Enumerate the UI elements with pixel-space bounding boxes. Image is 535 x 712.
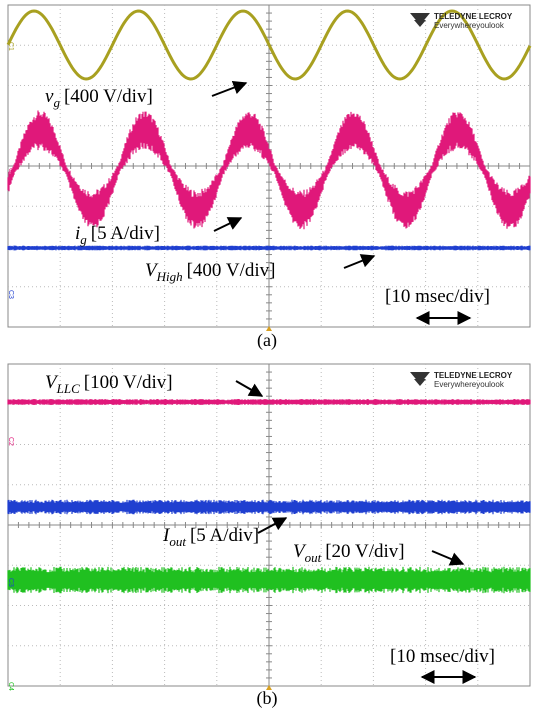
time-scale: [10 msec/div] [390, 646, 495, 667]
scope-panel: TELEDYNE LECROYEverywhereyoulookC2C3C4VL… [7, 364, 530, 691]
logo-brand: TELEDYNE LECROY [434, 371, 513, 380]
trace-subscript: out [305, 550, 322, 565]
channel-marker: C3 [7, 290, 14, 299]
trace-subscript: g [80, 232, 87, 247]
trace-scale: [5 A/div] [91, 223, 160, 244]
logo-tagline: Everywhereyoulook [434, 380, 505, 389]
channel-marker: C3 [7, 578, 14, 587]
logo-brand: TELEDYNE LECROY [434, 12, 513, 21]
panel-caption: (a) [257, 330, 277, 351]
output-current-waveform [8, 500, 530, 514]
logo-tagline: Everywhereyoulook [434, 21, 505, 30]
time-scale: [10 msec/div] [385, 286, 490, 307]
trace-scale: [400 V/div] [187, 260, 276, 281]
scope-panel: TELEDYNE LECROYEverywhereyoulookC1C2C3vg… [7, 5, 530, 331]
trace-scale: [5 A/div] [190, 525, 259, 546]
channel-marker: C1 [7, 42, 14, 51]
channel-marker: C2 [7, 168, 14, 177]
trace-subscript: High [156, 269, 183, 284]
figure: TELEDYNE LECROYEverywhereyoulookC1C2C3vg… [0, 0, 535, 712]
trace-subscript: out [169, 534, 186, 549]
panel-caption: (b) [257, 688, 278, 709]
trace-scale: [20 V/div] [325, 541, 404, 562]
trace-subscript: g [53, 95, 60, 110]
trace-scale: [400 V/div] [64, 86, 153, 107]
trace-scale: [100 V/div] [84, 372, 173, 393]
trace-subscript: LLC [56, 381, 80, 396]
channel-marker: C2 [7, 437, 14, 446]
channel-marker: C4 [7, 682, 14, 691]
